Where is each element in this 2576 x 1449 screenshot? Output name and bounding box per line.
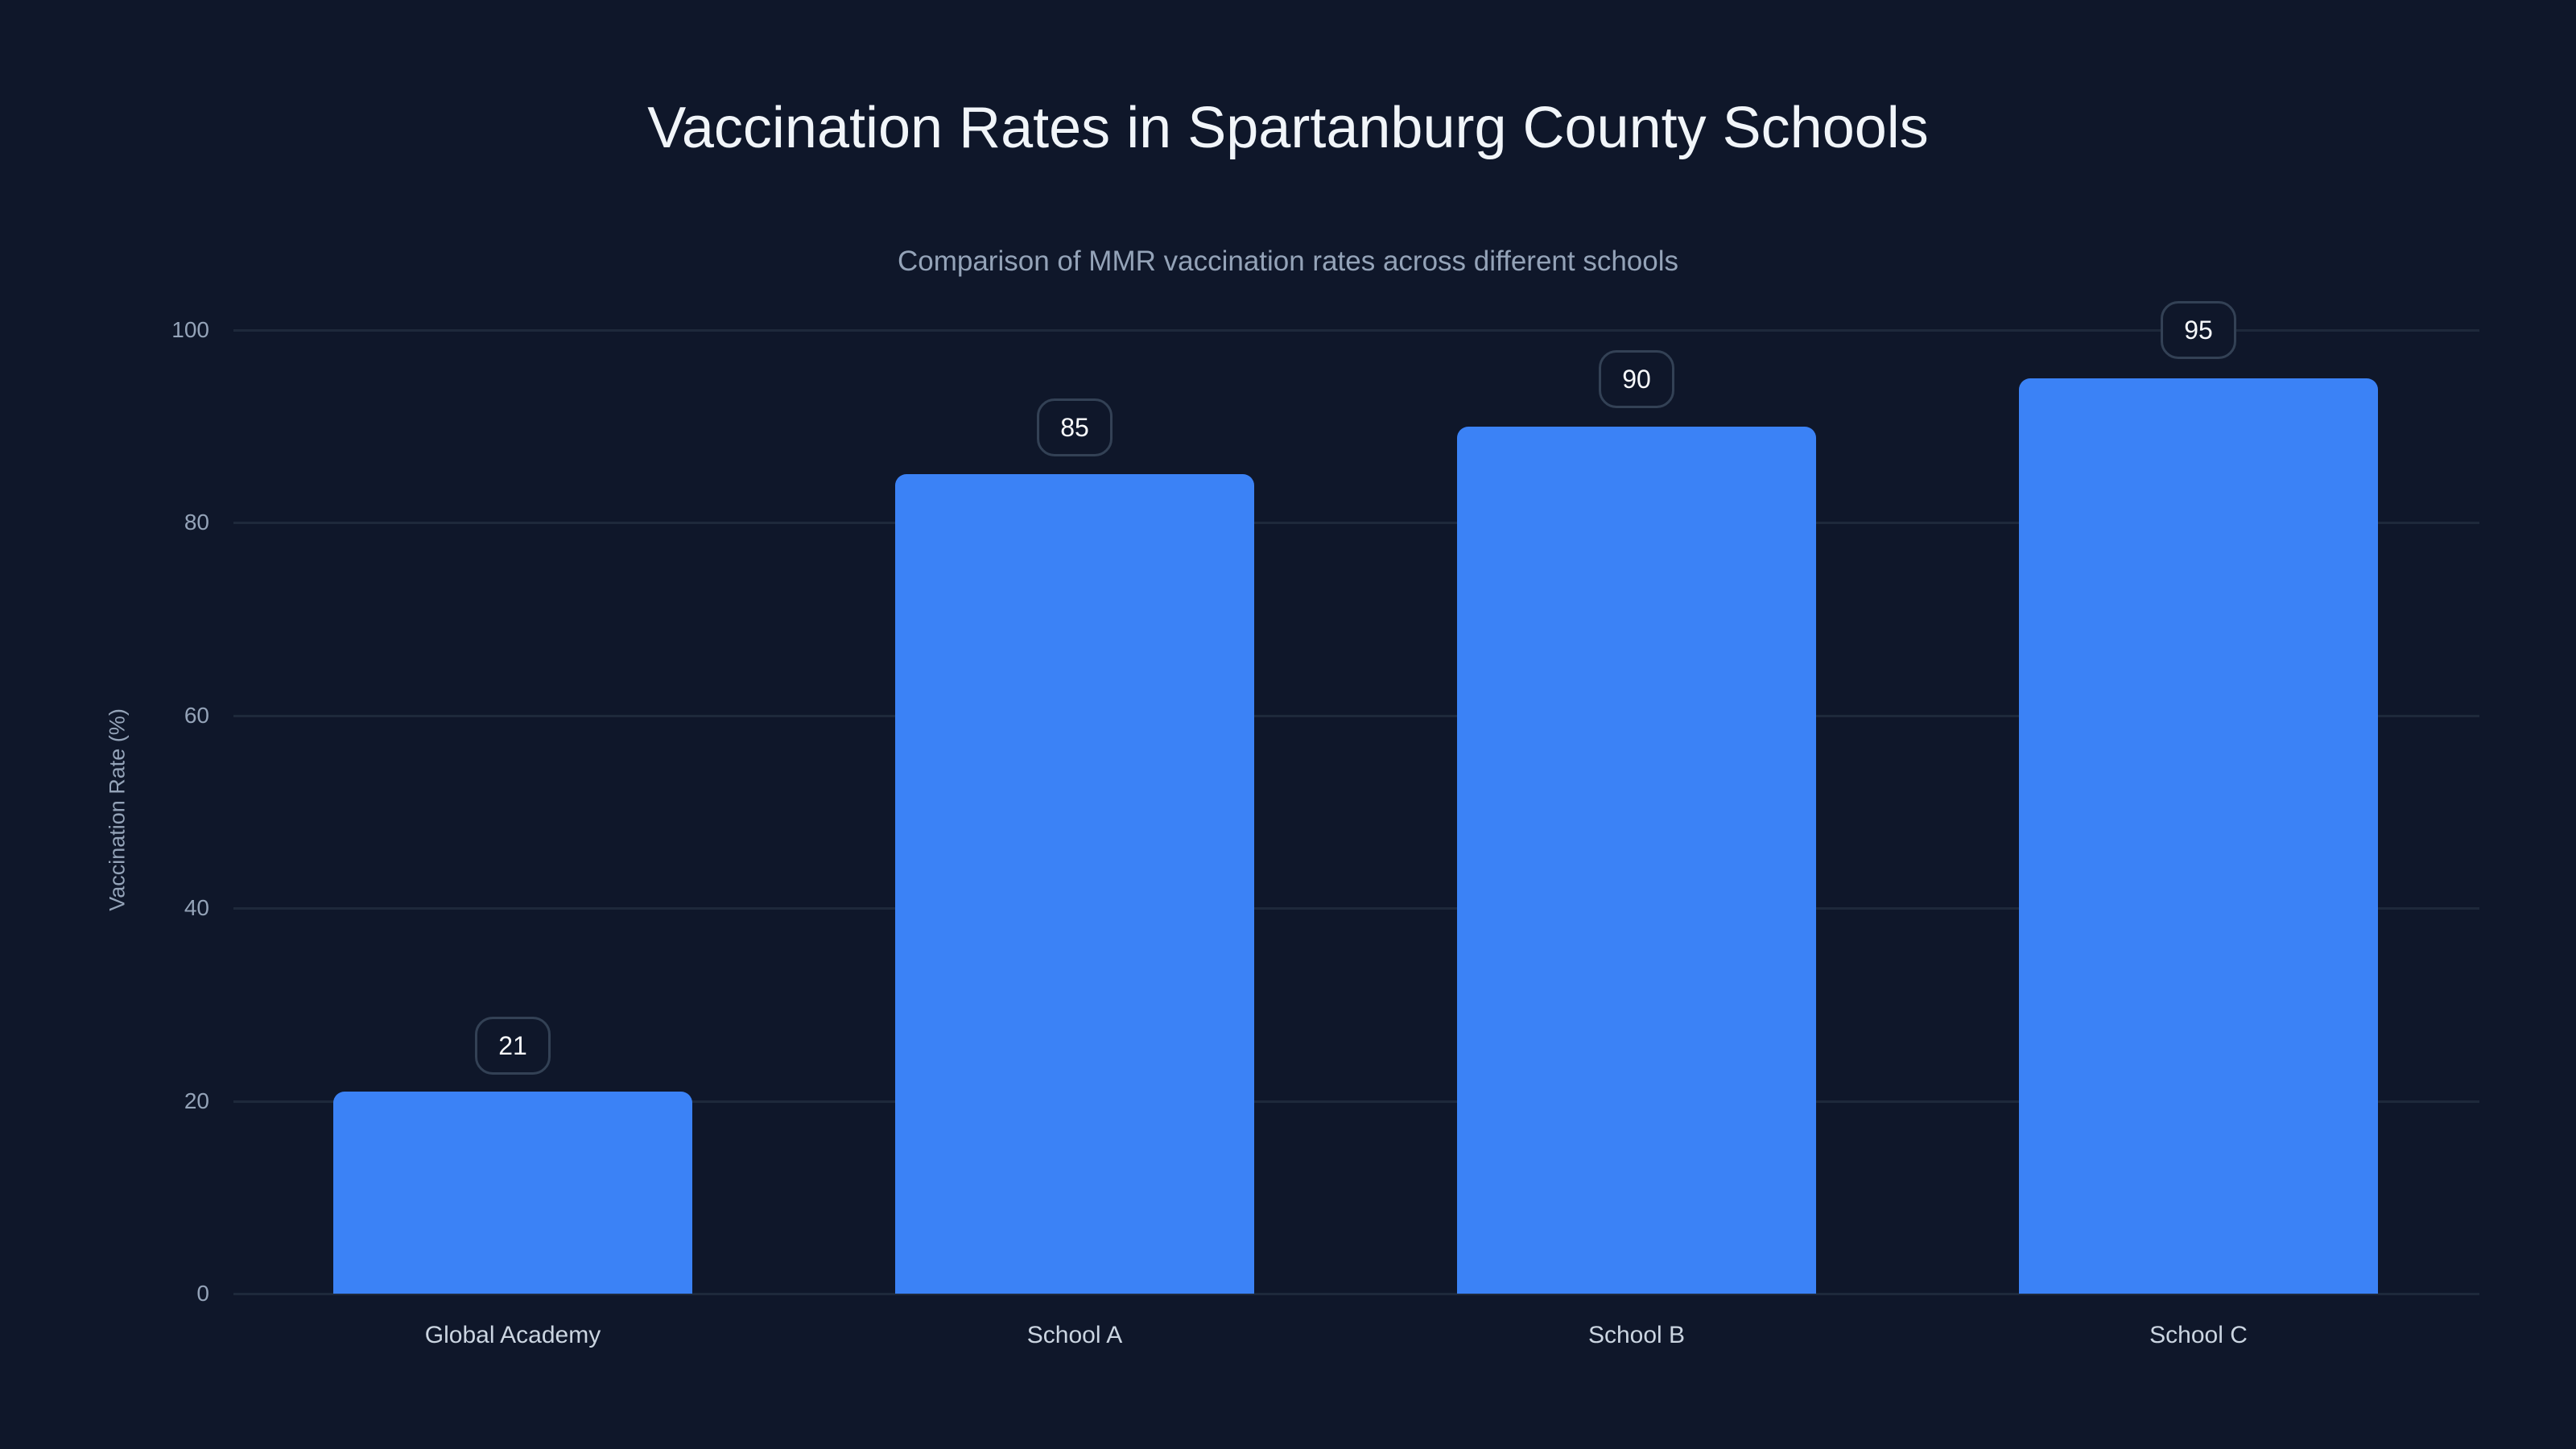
data-label: 95: [2161, 301, 2236, 359]
gridline: [233, 1100, 2479, 1103]
bar-school-a[interactable]: [895, 474, 1254, 1294]
y-tick: 20: [184, 1088, 209, 1113]
data-label: 85: [1037, 398, 1113, 456]
gridline: [233, 715, 2479, 717]
x-axis-line: [233, 1293, 2479, 1295]
x-tick-label: Global Academy: [424, 1322, 601, 1348]
y-axis-label: Vaccination Rate (%): [105, 708, 130, 911]
gridline: [233, 329, 2479, 332]
bar-global-academy[interactable]: [333, 1092, 692, 1294]
x-tick-label: School C: [2149, 1322, 2248, 1348]
bar-school-c[interactable]: [2019, 378, 2378, 1294]
x-tick-label: School A: [1026, 1322, 1123, 1348]
bar-school-b[interactable]: [1457, 427, 1816, 1294]
y-tick: 60: [184, 703, 209, 728]
gridline: [233, 522, 2479, 524]
data-label: 90: [1599, 350, 1674, 408]
data-label: 21: [475, 1017, 551, 1075]
y-tick: 80: [184, 510, 209, 535]
y-tick: 0: [196, 1281, 209, 1306]
chart-title: Vaccination Rates in Spartanburg County …: [647, 96, 1929, 160]
gridline: [233, 907, 2479, 910]
chart-subtitle: Comparison of MMR vaccination rates acro…: [897, 246, 1679, 277]
y-tick: 100: [171, 317, 209, 342]
x-tick-label: School B: [1587, 1322, 1686, 1348]
y-tick: 40: [184, 895, 209, 920]
